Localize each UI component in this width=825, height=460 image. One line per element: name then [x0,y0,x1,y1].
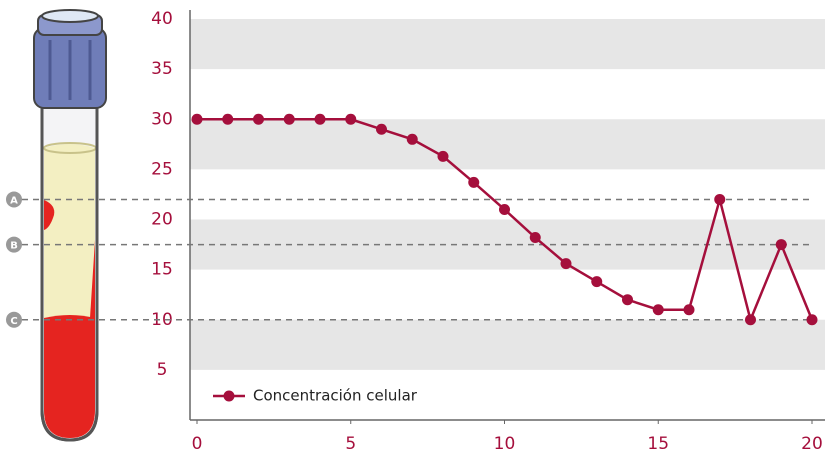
data-point [468,177,479,188]
y-tick-label: 5 [157,360,168,380]
y-tick-label: 35 [151,59,173,79]
x-tick-label: 10 [494,434,516,454]
data-point [315,114,326,125]
legend-label: Concentración celular [253,387,418,405]
reference-label: C [10,316,17,327]
x-tick-label: 5 [345,434,356,454]
reference-label: B [10,241,18,252]
y-tick-label: 25 [151,159,173,179]
data-point [499,204,510,215]
data-point [561,258,572,269]
y-tick-label: 30 [151,109,173,129]
x-tick-label: 20 [801,434,823,454]
data-point [253,114,264,125]
grid-band [190,119,825,169]
data-point [776,239,787,250]
chart: 51015202530354005101520ABCConcentración … [0,0,825,460]
data-point [345,114,356,125]
data-point [376,124,387,135]
data-point [745,314,756,325]
y-tick-label: 20 [151,210,173,230]
data-point [530,232,541,243]
data-point [684,304,695,315]
reference-label: A [10,195,18,206]
data-point [591,276,602,287]
grid-band [190,320,825,370]
data-point [714,194,725,205]
grid-band [190,19,825,69]
y-tick-label: 40 [151,9,173,29]
x-tick-label: 15 [647,434,669,454]
x-tick-label: 0 [192,434,203,454]
test-tube [34,10,106,440]
data-point [407,134,418,145]
data-point [222,114,233,125]
data-point [653,304,664,315]
data-point [438,151,449,162]
data-point [284,114,295,125]
data-point [192,114,203,125]
y-tick-label: 15 [151,260,173,280]
data-point [622,294,633,305]
legend-marker [224,391,235,402]
data-point [807,314,818,325]
